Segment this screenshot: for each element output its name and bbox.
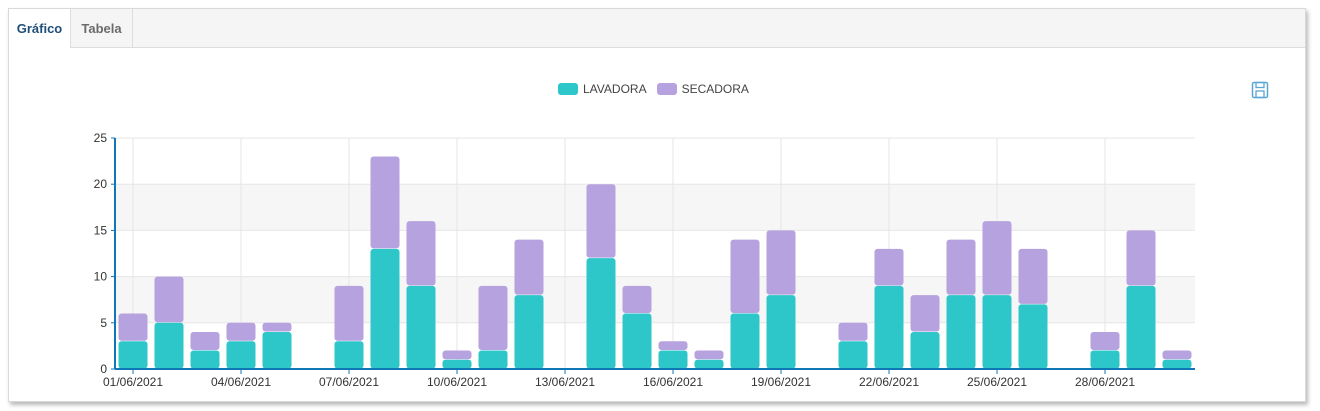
- bar-lavadora: [982, 295, 1012, 369]
- bar-lavadora: [118, 341, 148, 369]
- bar-secadora: [730, 239, 760, 314]
- bar-lavadora: [406, 285, 436, 369]
- bar-lavadora: [1090, 350, 1120, 369]
- bar-lavadora: [622, 313, 652, 369]
- legend-label-secadora: SECADORA: [681, 82, 749, 96]
- bar-lavadora: [370, 248, 400, 369]
- bar-secadora: [838, 322, 868, 341]
- tab-grafico[interactable]: Gráfico: [9, 9, 71, 48]
- legend-label-lavadora: LAVADORA: [583, 82, 647, 96]
- y-tick-label: 5: [100, 316, 107, 330]
- bar-lavadora: [586, 258, 616, 369]
- bar-secadora: [1126, 230, 1156, 286]
- bar-secadora: [874, 248, 904, 286]
- bar-lavadora: [1018, 304, 1048, 369]
- bar-secadora: [982, 221, 1012, 295]
- bar-secadora: [1090, 332, 1120, 351]
- legend-item-secadora[interactable]: SECADORA: [656, 82, 749, 96]
- x-tick-label: 01/06/2021: [103, 375, 163, 389]
- x-tick-label: 19/06/2021: [751, 375, 811, 389]
- bar-lavadora: [874, 285, 904, 369]
- bar-lavadora: [334, 341, 364, 369]
- x-tick-label: 28/06/2021: [1075, 375, 1135, 389]
- y-tick-label: 20: [94, 177, 108, 191]
- bar-secadora: [766, 230, 796, 295]
- bar-lavadora: [730, 313, 760, 369]
- bar-lavadora: [1162, 359, 1192, 369]
- bar-lavadora: [910, 332, 940, 369]
- x-tick-label: 10/06/2021: [427, 375, 487, 389]
- legend-item-lavadora[interactable]: LAVADORA: [558, 82, 647, 96]
- tab-bar: Gráfico Tabela: [9, 9, 1305, 48]
- bar-secadora: [658, 341, 688, 351]
- x-tick-label: 16/06/2021: [643, 375, 703, 389]
- y-tick-label: 0: [100, 362, 107, 376]
- grid-band: [115, 138, 1195, 185]
- bar-secadora: [946, 239, 976, 295]
- bar-secadora: [118, 313, 148, 341]
- bar-secadora: [262, 322, 292, 332]
- bar-lavadora: [478, 350, 508, 369]
- bar-secadora: [334, 285, 364, 341]
- bar-secadora: [442, 350, 472, 360]
- bar-secadora: [370, 156, 400, 249]
- bar-lavadora: [946, 295, 976, 369]
- chart-legend: LAVADORA SECADORA: [558, 81, 759, 97]
- bar-lavadora: [694, 359, 724, 369]
- bar-secadora: [226, 322, 256, 341]
- bar-lavadora: [190, 350, 220, 369]
- y-tick-label: 25: [94, 131, 108, 145]
- bar-secadora: [1018, 248, 1048, 304]
- x-tick-label: 22/06/2021: [859, 375, 919, 389]
- bar-lavadora: [838, 341, 868, 369]
- bar-secadora: [478, 285, 508, 351]
- bar-lavadora: [1126, 285, 1156, 369]
- x-tick-label: 13/06/2021: [535, 375, 595, 389]
- bar-secadora: [154, 276, 184, 323]
- grid-band: [115, 230, 1195, 277]
- grid-band: [115, 184, 1195, 231]
- bar-secadora: [694, 350, 724, 360]
- bar-lavadora: [658, 350, 688, 369]
- bar-lavadora: [514, 295, 544, 369]
- bar-secadora: [406, 221, 436, 286]
- stacked-bar-chart: 0 5 10 15 20 25 01/06/2021 04/06/2021 07/06/2021…: [94, 131, 1195, 389]
- legend-swatch-secadora: [656, 83, 677, 95]
- bar-lavadora: [442, 359, 472, 369]
- bar-secadora: [190, 332, 220, 351]
- bar-lavadora: [154, 322, 184, 369]
- bar-secadora: [514, 239, 544, 295]
- tab-tabela[interactable]: Tabela: [71, 9, 133, 47]
- y-tick-label: 15: [94, 223, 108, 237]
- save-icon[interactable]: [1251, 81, 1269, 99]
- bar-lavadora: [766, 295, 796, 369]
- bar-secadora: [910, 295, 940, 332]
- bar-secadora: [586, 184, 616, 258]
- bar-secadora: [622, 285, 652, 314]
- x-tick-label: 07/06/2021: [319, 375, 379, 389]
- grid-band: [115, 322, 1195, 369]
- x-tick-label: 04/06/2021: [211, 375, 271, 389]
- chart-panel: Gráfico Tabela LAVADORA SECADORA 0 5 10 15 2…: [8, 8, 1306, 402]
- bar-secadora: [1162, 350, 1192, 360]
- legend-swatch-lavadora: [558, 83, 578, 95]
- y-tick-label: 10: [94, 270, 108, 284]
- bar-lavadora: [262, 332, 292, 369]
- grid-band: [115, 276, 1195, 323]
- bar-lavadora: [226, 341, 256, 369]
- x-tick-label: 25/06/2021: [967, 375, 1027, 389]
